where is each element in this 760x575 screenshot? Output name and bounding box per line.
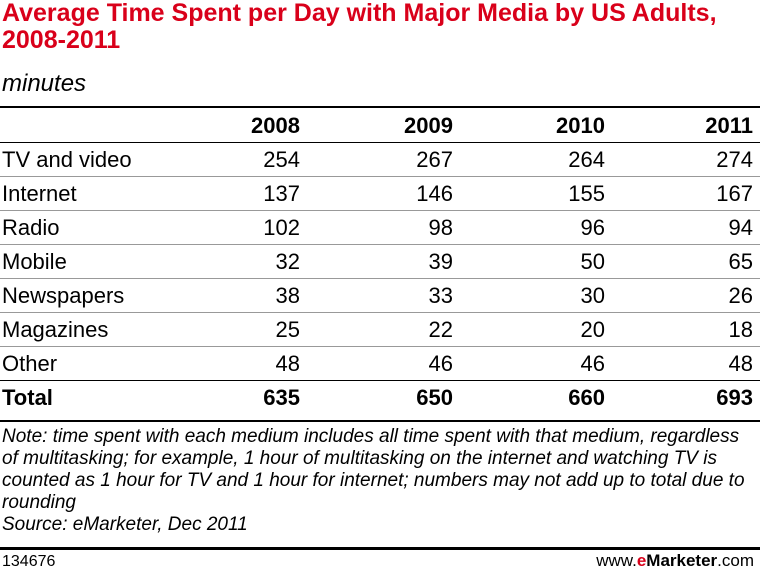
table-cell: 167 <box>612 176 760 211</box>
table-cell: 22 <box>307 312 460 347</box>
table-cell: 32 <box>156 244 307 279</box>
table-cell: 146 <box>307 176 460 211</box>
table-cell: 660 <box>460 380 612 414</box>
table-cell: 33 <box>307 278 460 313</box>
table-cell: 26 <box>612 278 760 313</box>
table-cell: 25 <box>156 312 307 347</box>
table-cell: 48 <box>612 346 760 381</box>
table-cell: 50 <box>460 244 612 279</box>
table-cell: 18 <box>612 312 760 347</box>
brand-e: e <box>636 551 647 570</box>
brand-logo: www.eMarketer.com <box>596 551 754 571</box>
row-label: Radio <box>0 210 156 245</box>
brand-suffix: .com <box>717 551 754 570</box>
bottom-table-rule <box>0 420 760 422</box>
row-label: Other <box>0 346 156 381</box>
header-row: 2008 2009 2010 2011 <box>0 110 760 143</box>
chart-title: Average Time Spent per Day with Major Me… <box>2 0 717 54</box>
table-row: TV and video 254 267 264 274 <box>0 142 760 177</box>
row-label: Total <box>0 380 156 414</box>
year-header: 2009 <box>307 110 460 143</box>
table-cell: 137 <box>156 176 307 211</box>
table-cell: 38 <box>156 278 307 313</box>
row-label: Magazines <box>0 312 156 347</box>
table-cell: 102 <box>156 210 307 245</box>
row-label: Newspapers <box>0 278 156 313</box>
table-cell: 39 <box>307 244 460 279</box>
table-cell: 30 <box>460 278 612 313</box>
table-cell: 693 <box>612 380 760 414</box>
table-body: TV and video 254 267 264 274 Internet 137 146 15… <box>0 142 760 414</box>
table-row: Mobile 32 39 50 65 <box>0 244 760 279</box>
header-label <box>0 110 156 143</box>
table-cell: 46 <box>307 346 460 381</box>
table-cell: 264 <box>460 142 612 177</box>
table-cell: 155 <box>460 176 612 211</box>
table-row: Internet 137 146 155 167 <box>0 176 760 211</box>
table-cell: 267 <box>307 142 460 177</box>
table-cell: 20 <box>460 312 612 347</box>
table-cell: 650 <box>307 380 460 414</box>
chart-subtitle: minutes <box>2 70 87 97</box>
brand-name: Marketer <box>646 551 718 570</box>
source-text: Source: eMarketer, Dec 2011 <box>2 514 248 535</box>
brand-prefix: www. <box>596 551 637 570</box>
table-row: Radio 102 98 96 94 <box>0 210 760 245</box>
total-row: Total 635 650 660 693 <box>0 380 760 414</box>
table-cell: 274 <box>612 142 760 177</box>
table-row: Newspapers 38 33 30 26 <box>0 278 760 313</box>
table-cell: 46 <box>460 346 612 381</box>
row-label: Internet <box>0 176 156 211</box>
year-header: 2008 <box>156 110 307 143</box>
table-cell: 96 <box>460 210 612 245</box>
notes-block: Note: time spent with each medium includ… <box>2 426 752 536</box>
table-cell: 65 <box>612 244 760 279</box>
year-header: 2011 <box>612 110 760 143</box>
note-text: Note: time spent with each medium includ… <box>2 426 745 513</box>
top-rule <box>0 106 760 108</box>
table-cell: 635 <box>156 380 307 414</box>
footer-rule <box>0 547 760 550</box>
chart-id: 134676 <box>2 553 56 570</box>
table-cell: 98 <box>307 210 460 245</box>
data-table: 2008 2009 2010 2011 TV and video 254 267 26… <box>0 110 760 414</box>
year-header: 2010 <box>460 110 612 143</box>
table-cell: 94 <box>612 210 760 245</box>
table-cell: 254 <box>156 142 307 177</box>
table-cell: 48 <box>156 346 307 381</box>
table-row: Magazines 25 22 20 18 <box>0 312 760 347</box>
table-row: Other 48 46 46 48 <box>0 346 760 381</box>
row-label: Mobile <box>0 244 156 279</box>
row-label: TV and video <box>0 142 156 177</box>
